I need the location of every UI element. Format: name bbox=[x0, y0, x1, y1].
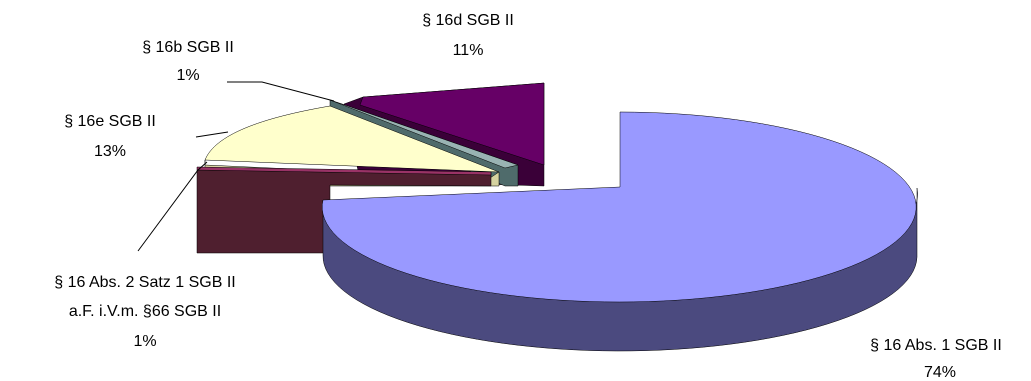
leader-line-16-abs2 bbox=[137, 161, 208, 252]
label-16-abs2: § 16 Abs. 2 Satz 1 SGB II a.F. i.V.m. §6… bbox=[54, 274, 235, 350]
slice-16-abs2 bbox=[196, 166, 492, 254]
slice-16b-top bbox=[329, 99, 519, 169]
label-16b: § 16b SGB II 1% bbox=[142, 39, 234, 84]
label-16-abs1-name: § 16 Abs. 1 SGB II bbox=[870, 337, 1002, 354]
leader-line-16b bbox=[227, 81, 335, 102]
slice-16-abs1-top bbox=[322, 111, 917, 303]
slice-16-abs2-top bbox=[196, 166, 492, 176]
label-16d-name: § 16d SGB II bbox=[422, 12, 514, 29]
slice-16-abs1 bbox=[322, 111, 918, 352]
label-16e-name: § 16e SGB II bbox=[64, 113, 156, 130]
label-16e: § 16e SGB II 13% bbox=[64, 113, 156, 160]
label-16b-name: § 16b SGB II bbox=[142, 39, 234, 56]
label-16-abs1-pct: 74% bbox=[924, 364, 956, 381]
label-16-abs2-line2: a.F. i.V.m. §66 SGB II bbox=[69, 303, 221, 320]
label-16d: § 16d SGB II 11% bbox=[422, 12, 514, 59]
label-16-abs2-line1: § 16 Abs. 2 Satz 1 SGB II bbox=[54, 274, 235, 291]
leader-line-16e bbox=[195, 131, 229, 138]
label-16b-pct: 1% bbox=[176, 67, 199, 84]
slice-16d-top bbox=[359, 82, 545, 166]
label-16-abs1: § 16 Abs. 1 SGB II 74% bbox=[870, 337, 1002, 381]
label-16d-pct: 11% bbox=[453, 42, 484, 59]
slice-16e-top bbox=[204, 105, 500, 173]
label-16e-pct: 13% bbox=[94, 143, 126, 160]
label-16-abs2-pct: 1% bbox=[133, 333, 156, 350]
